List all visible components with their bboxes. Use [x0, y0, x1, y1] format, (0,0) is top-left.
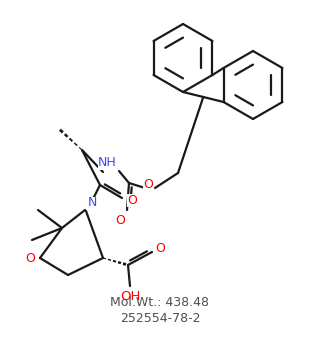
Text: Mol.Wt.: 438.48: Mol.Wt.: 438.48	[110, 296, 210, 308]
Text: O: O	[155, 243, 165, 255]
Text: 252554-78-2: 252554-78-2	[120, 312, 200, 326]
Text: O: O	[143, 179, 153, 191]
Text: NH: NH	[98, 156, 116, 170]
Text: O: O	[115, 214, 125, 226]
Text: O: O	[127, 193, 137, 207]
Text: O: O	[25, 251, 35, 265]
Text: OH: OH	[120, 289, 140, 303]
Text: N: N	[87, 196, 97, 210]
